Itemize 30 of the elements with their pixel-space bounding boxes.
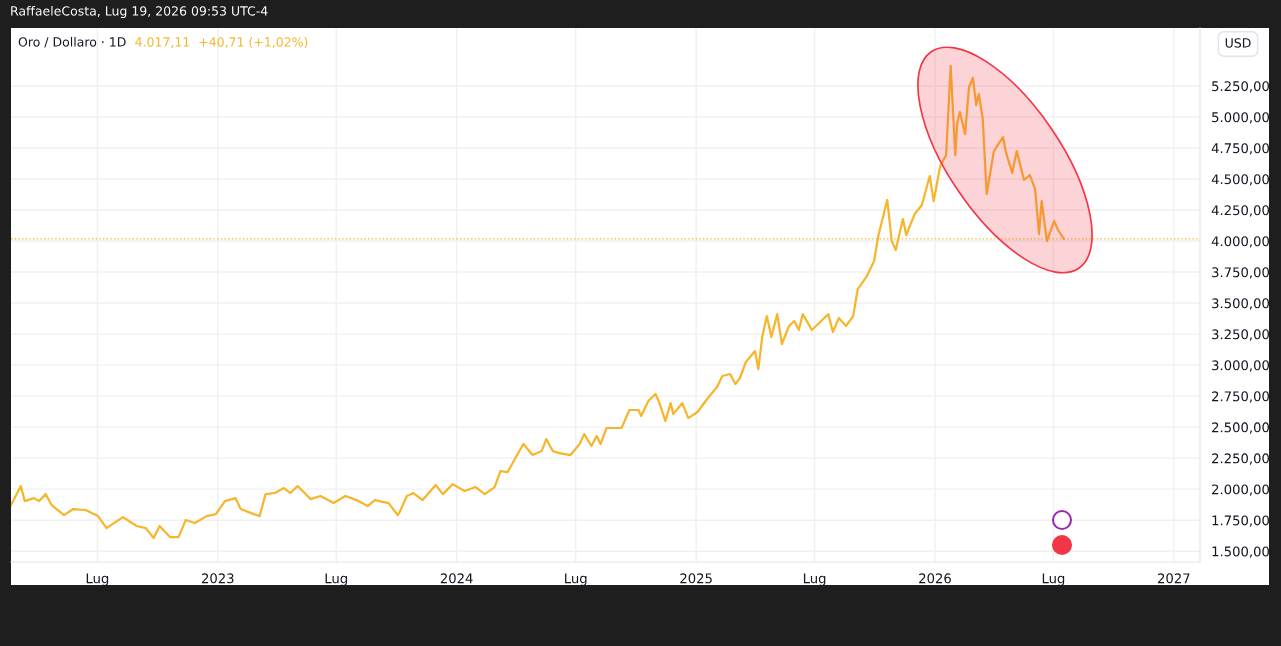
x-tick-label: Lug <box>565 573 587 586</box>
y-tick-label: 3.000,00 <box>1212 360 1269 372</box>
x-tick-label: 2024 <box>440 573 473 584</box>
y-tick-label: 5.250,00 <box>1212 81 1269 93</box>
text: RaffaeleCosta, Lug 19, 2026 09:53 UTC-4 <box>11 5 268 19</box>
x-tick-label: 2027 <box>1158 573 1190 584</box>
y-tick-label: 4.000,00 <box>1211 236 1269 248</box>
y-tick-label: 3.250,00 <box>1212 329 1269 341</box>
x-tick-label: Lug <box>325 573 347 586</box>
x-tick-label: 2025 <box>680 573 712 584</box>
y-tick-label: 4.500,00 <box>1211 174 1269 186</box>
x-tick-label: 2026 <box>919 573 951 584</box>
y-tick-label: 1.750,00 <box>1212 515 1269 527</box>
y-axis-title: USD <box>1225 38 1251 48</box>
y-tick-label: 3.500,00 <box>1212 298 1269 310</box>
y-tick-label: 3.750,00 <box>1212 267 1269 279</box>
y-tick-label: 2.000,00 <box>1212 484 1269 496</box>
x-tick-label: 2023 <box>201 573 234 584</box>
y-tick-label: 4.250,00 <box>1211 205 1269 217</box>
x-tick-label: Lug <box>86 573 109 586</box>
y-tick-label: 1.500,00 <box>1212 546 1269 558</box>
y-tick-label: 2.750,00 <box>1212 391 1269 403</box>
y-tick-label: 2.250,00 <box>1212 453 1269 465</box>
y-tick-label: 2.500,00 <box>1212 422 1269 434</box>
x-tick-label: Lug <box>1042 573 1065 586</box>
text: Oro / Dollaro · 1D <box>18 36 126 48</box>
y-tick-label: 5.000,00 <box>1212 112 1269 124</box>
y-tick-label: 4.750,00 <box>1211 143 1269 155</box>
text: 4.017,11 +40,71 (+1,02%) <box>135 36 308 49</box>
x-tick-label: Lug <box>803 573 826 586</box>
